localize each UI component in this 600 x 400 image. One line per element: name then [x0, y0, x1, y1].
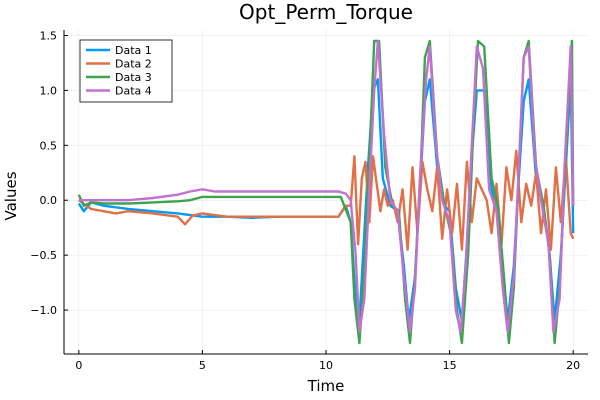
legend-label-4: Data 4 — [115, 85, 152, 98]
x-tick-label-4: 20 — [566, 359, 580, 372]
y-tick-label-5: 1.5 — [40, 29, 58, 42]
x-tick-label-0: 0 — [75, 359, 82, 372]
y-tick-label-2: 0.0 — [40, 194, 58, 207]
x-axis-label: Time — [307, 377, 345, 395]
x-tick-label-1: 5 — [199, 359, 206, 372]
series-line-2 — [78, 149, 575, 251]
x-tick-label-2: 10 — [319, 359, 333, 372]
series-line-4 — [78, 39, 575, 334]
legend-label-2: Data 2 — [115, 58, 152, 71]
y-tick-label-1: −0.5 — [30, 249, 57, 262]
y-tick-label-0: −1.0 — [30, 304, 57, 317]
y-axis-label: Values — [2, 171, 20, 220]
y-tick-label-4: 1.0 — [40, 84, 58, 97]
series-layer — [77, 39, 575, 345]
axes: 0 5 10 15 20 −1.0 −0.5 0.0 0.5 1.0 1.5 — [30, 29, 588, 372]
legend-label-1: Data 1 — [115, 44, 152, 57]
chart-title: Opt_Perm_Torque — [239, 0, 413, 24]
y-tick-label-3: 0.5 — [40, 139, 58, 152]
legend-label-3: Data 3 — [115, 71, 152, 84]
x-tick-label-3: 15 — [443, 359, 457, 372]
